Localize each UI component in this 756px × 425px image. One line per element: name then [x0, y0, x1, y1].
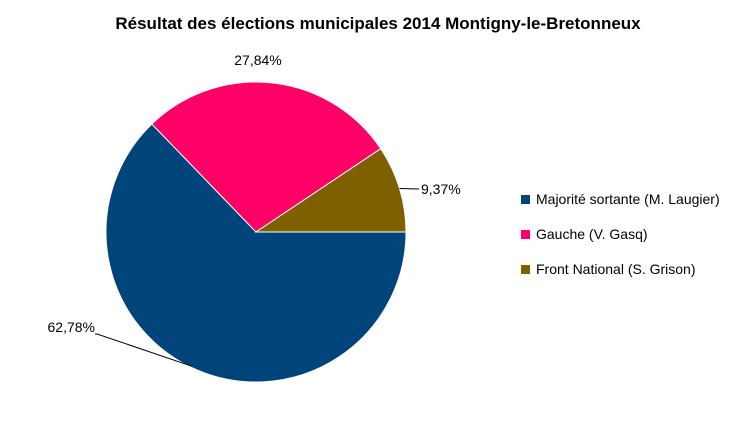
- leader-line: [399, 187, 420, 190]
- data-label: 9,37%: [421, 181, 461, 197]
- legend-swatch: [521, 229, 530, 239]
- legend-swatch: [521, 264, 530, 274]
- data-label: 27,84%: [234, 52, 281, 68]
- legend-label: Gauche (V. Gasq): [536, 226, 648, 242]
- legend-label: Majorité sortante (M. Laugier): [536, 191, 720, 207]
- legend-item-majorite: Majorité sortante (M. Laugier): [521, 190, 720, 208]
- pie-slice: [151, 81, 382, 233]
- legend-swatch: [521, 194, 530, 204]
- data-label: 62,78%: [48, 319, 95, 335]
- legend: Majorité sortante (M. Laugier) Gauche (V…: [521, 190, 720, 295]
- chart-title: Résultat des élections municipales 2014 …: [115, 14, 641, 33]
- legend-item-front-national: Front National (S. Grison): [521, 260, 720, 278]
- pie-slice: [254, 148, 407, 233]
- pie-slice: [105, 123, 407, 383]
- leader-line: [95, 333, 192, 367]
- legend-label: Front National (S. Grison): [536, 261, 696, 277]
- legend-item-gauche: Gauche (V. Gasq): [521, 225, 720, 243]
